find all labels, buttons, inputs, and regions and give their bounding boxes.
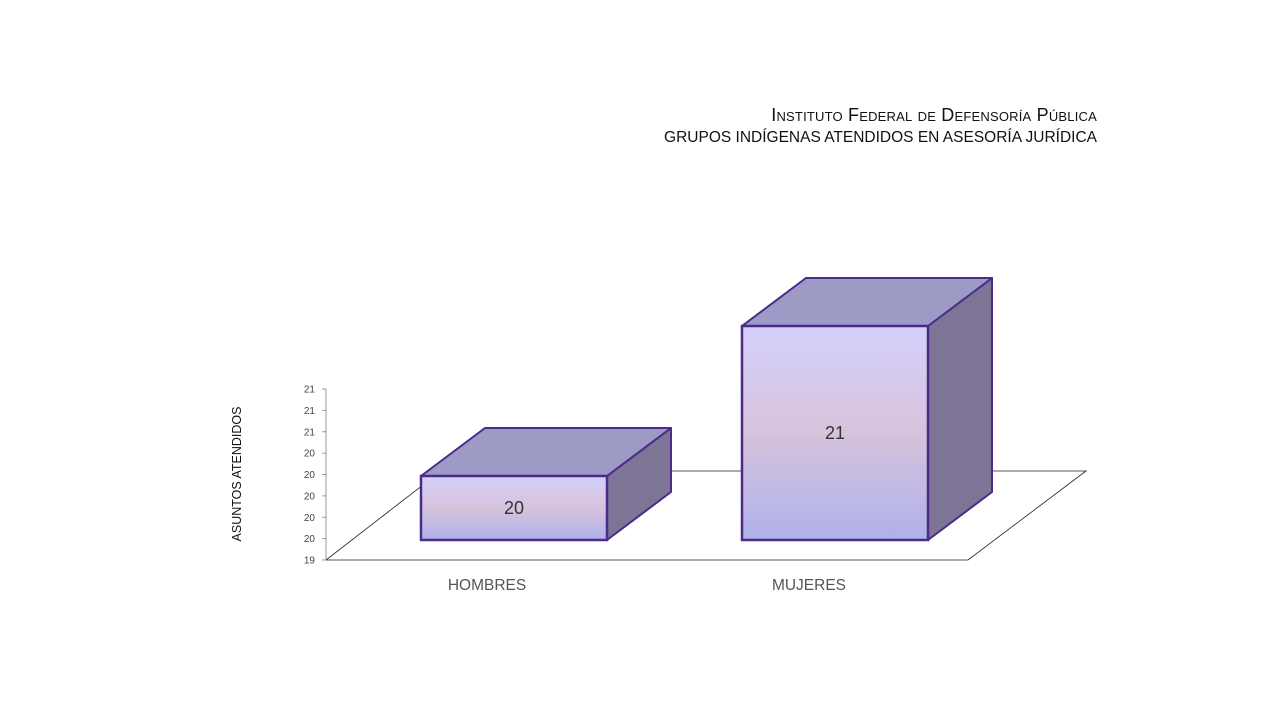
y-tick-label: 20 (304, 534, 316, 545)
chart-title: Instituto Federal de Defensoría Pública (771, 105, 1097, 125)
chart-subtitle: GRUPOS INDÍGENAS ATENDIDOS EN ASESORÍA J… (664, 129, 1097, 146)
y-tick-label: 21 (304, 427, 316, 438)
y-tick-label: 19 (304, 556, 316, 567)
y-axis-title: ASUNTOS ATENDIDOS (230, 407, 244, 542)
category-label: HOMBRES (448, 577, 526, 594)
y-tick-label: 21 (304, 406, 316, 417)
y-tick-label: 20 (304, 513, 316, 524)
bar-front-face (740, 324, 930, 542)
y-tick-label: 21 (304, 385, 316, 396)
data-label: 20 (504, 498, 524, 518)
bar-hombres (419, 427, 672, 542)
y-tick-label: 20 (304, 491, 316, 502)
bar-front-face (419, 474, 609, 542)
y-tick-label: 20 (304, 470, 316, 481)
data-label: 21 (825, 423, 845, 443)
bar-mujeres (740, 277, 993, 542)
y-tick-label: 20 (304, 449, 316, 460)
category-label: MUJERES (772, 577, 846, 594)
title-block: Instituto Federal de Defensoría Pública … (664, 103, 1097, 149)
